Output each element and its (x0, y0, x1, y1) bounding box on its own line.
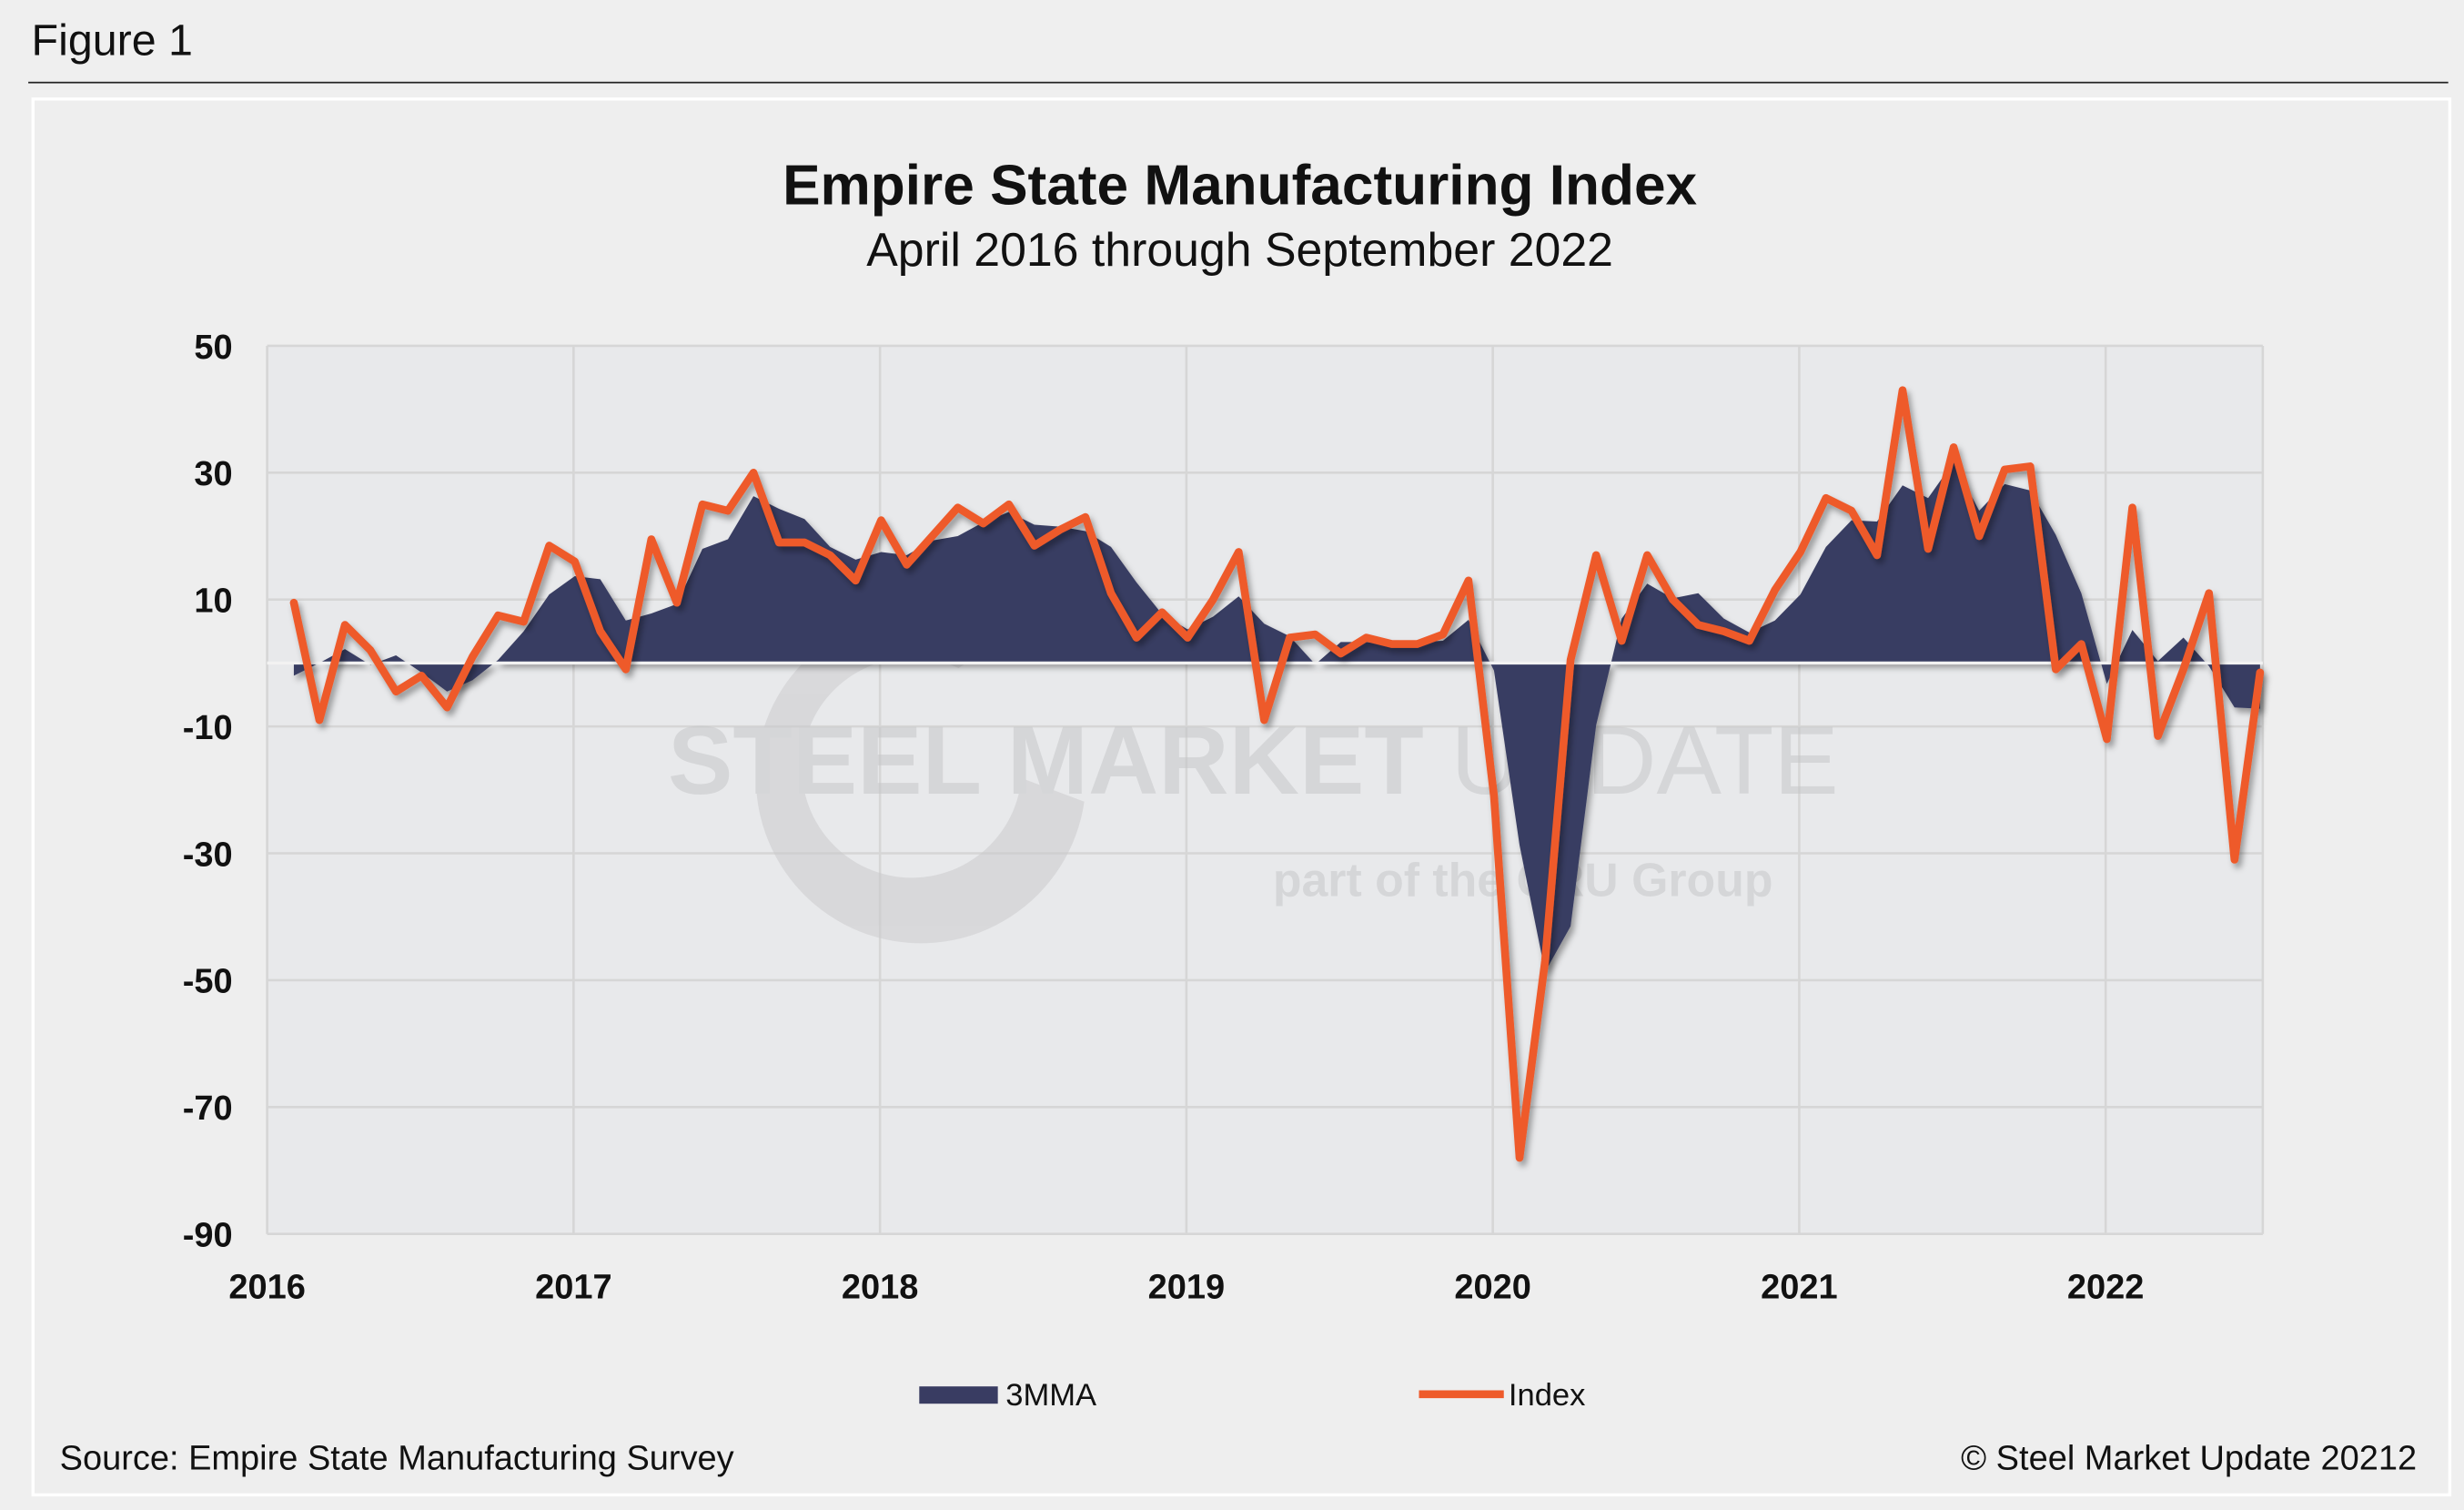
y-tick-label: -10 (183, 709, 233, 747)
legend-label-index: Index (1509, 1378, 1585, 1413)
plot-area (267, 345, 2263, 1234)
y-tick-label: 50 (194, 329, 232, 367)
legend-label-3mma: 3MMA (1005, 1378, 1096, 1413)
x-tick-label: 2016 (228, 1269, 306, 1307)
source-note: Source: Empire State Manufacturing Surve… (60, 1440, 734, 1478)
area-3mma (293, 461, 2260, 972)
y-axis: 50 30 10 -10 -30 -50 -70 -90 (183, 329, 233, 1255)
legend-swatch-3mma (919, 1386, 998, 1404)
legend: 3MMA Index (919, 1378, 1585, 1413)
x-tick-label: 2020 (1454, 1269, 1531, 1307)
x-tick-label: 2018 (842, 1269, 919, 1307)
y-tick-label: -70 (183, 1089, 233, 1128)
watermark-logo-arc (755, 613, 1085, 944)
y-tick-label: 30 (194, 455, 232, 493)
line-index (289, 386, 2265, 1162)
series-3mma (267, 461, 2263, 972)
series-index (289, 386, 2265, 1162)
watermark-main: STEEL MARKET UPDATE (668, 705, 1839, 815)
x-tick-label: 2022 (2067, 1269, 2145, 1307)
y-tick-label: 10 (194, 583, 232, 621)
chart-title: Empire State Manufacturing Index (783, 155, 1697, 218)
x-tick-label: 2019 (1148, 1269, 1226, 1307)
figure-label: Figure 1 (31, 15, 193, 65)
figure-rule (28, 81, 2449, 84)
y-tick-label: -50 (183, 963, 233, 1001)
x-axis: 2016 2017 2018 2019 2020 2021 2022 (228, 1269, 2144, 1307)
x-tick-label: 2017 (535, 1269, 612, 1307)
copyright-note: © Steel Market Update 20212 (1961, 1440, 2417, 1478)
y-tick-label: -90 (183, 1217, 233, 1255)
x-tick-label: 2021 (1761, 1269, 1838, 1307)
chart-subtitle: April 2016 through September 2022 (866, 223, 1613, 276)
y-tick-label: -30 (183, 836, 233, 874)
